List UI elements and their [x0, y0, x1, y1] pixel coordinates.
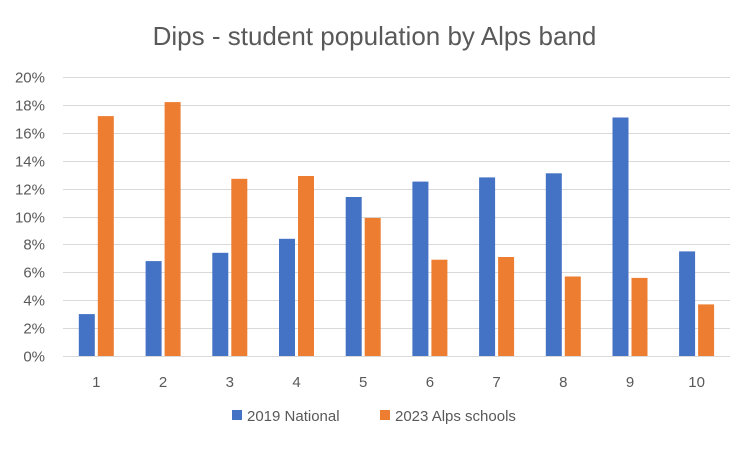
x-tick-label: 8 — [559, 374, 567, 391]
x-tick-label: 9 — [626, 374, 634, 391]
bar-series1-10 — [679, 251, 696, 356]
gridlines — [63, 77, 730, 357]
y-tick-label: 6% — [23, 265, 45, 282]
y-tick-label: 0% — [23, 349, 45, 366]
legend-label: 2019 National — [247, 408, 340, 425]
bar-series1-9 — [612, 117, 629, 356]
legend-swatch — [380, 410, 390, 420]
bar-series2-10 — [698, 304, 715, 356]
x-tick-label: 10 — [688, 374, 705, 391]
y-tick-label: 10% — [15, 210, 45, 227]
x-tick-label: 2 — [159, 374, 167, 391]
y-tick-label: 20% — [15, 70, 45, 87]
bar-series1-5 — [345, 197, 362, 356]
legend: 2019 National 2023 Alps schools — [232, 408, 516, 425]
bar-series1-4 — [279, 238, 295, 356]
y-axis-ticks: 0% 2% 4% 6% 8% 10% 12% 14% 16% 18% 20% — [15, 70, 45, 366]
bar-series2-6 — [431, 259, 448, 356]
x-tick-label: 5 — [359, 374, 367, 391]
bar-series2-9 — [631, 277, 648, 356]
bar-series2-2 — [164, 102, 181, 356]
bar-series1-3 — [212, 252, 229, 356]
x-tick-label: 7 — [492, 374, 500, 391]
bar-series1-1 — [78, 314, 95, 356]
y-tick-label: 18% — [15, 98, 45, 115]
y-tick-label: 8% — [23, 237, 45, 254]
y-tick-label: 4% — [23, 293, 45, 310]
bar-series1-6 — [412, 181, 429, 356]
bar-series2-4 — [298, 176, 314, 356]
bar-series1-2 — [145, 261, 162, 356]
x-tick-label: 4 — [292, 374, 300, 391]
x-tick-label: 6 — [426, 374, 434, 391]
bar-series1-8 — [545, 173, 562, 356]
bar-series2-1 — [97, 116, 114, 356]
bar-series1-7 — [479, 177, 496, 356]
bar-series2-3 — [231, 178, 248, 356]
y-tick-label: 12% — [15, 182, 45, 199]
x-axis-ticks: 1 2 3 4 5 6 7 8 9 10 — [92, 374, 705, 391]
y-tick-label: 14% — [15, 154, 45, 171]
y-tick-label: 16% — [15, 126, 45, 143]
bars — [78, 102, 715, 356]
legend-swatch — [232, 410, 242, 420]
x-tick-label: 1 — [92, 374, 100, 391]
legend-label: 2023 Alps schools — [395, 408, 516, 425]
bar-series2-5 — [364, 217, 381, 356]
y-tick-label: 2% — [23, 321, 45, 338]
x-tick-label: 3 — [226, 374, 234, 391]
bar-series2-8 — [564, 276, 581, 356]
chart-title: Dips - student population by Alps band — [153, 21, 597, 51]
bar-series2-7 — [498, 257, 515, 356]
